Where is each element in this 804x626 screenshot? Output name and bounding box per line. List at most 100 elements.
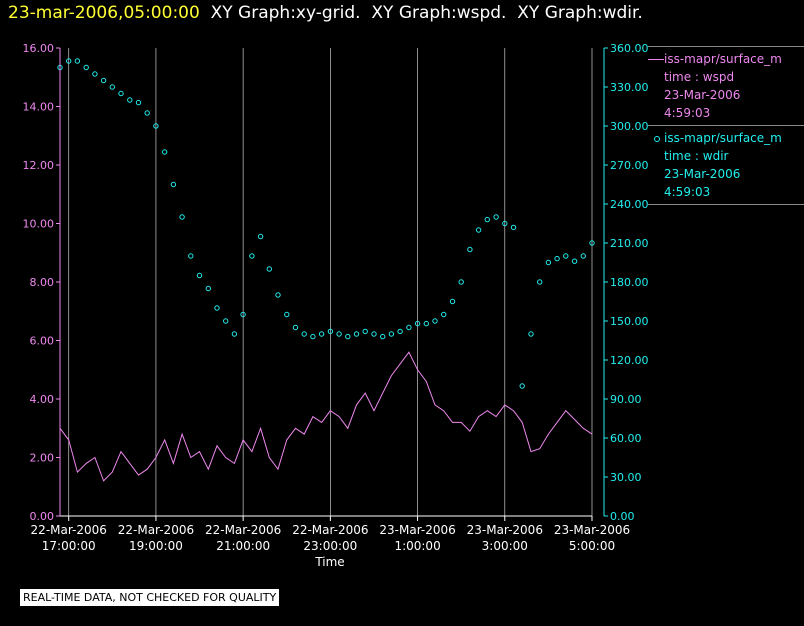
header-date: 23-mar-2006,05:00:00 xyxy=(8,3,200,23)
wdir-point xyxy=(223,318,229,324)
wdir-point xyxy=(475,227,482,233)
x-tick-label-date: 23-Mar-2006 xyxy=(467,523,543,537)
wdir-point xyxy=(345,333,351,340)
x-tick-label-time: 1:00:00 xyxy=(394,539,440,553)
left-tick-label: 8.00 xyxy=(30,276,55,289)
wdir-point xyxy=(571,258,578,264)
wdir-point xyxy=(318,331,325,337)
wdir-point xyxy=(414,320,421,327)
wdir-point xyxy=(441,311,447,318)
legend-series-name: iss-mapr/surface_m xyxy=(664,52,782,66)
x-tick-label-date: 22-Mar-2006 xyxy=(205,523,281,537)
wdir-point xyxy=(83,64,89,71)
wdir-point xyxy=(153,123,159,129)
right-tick-label: 240.00 xyxy=(610,198,649,211)
wdir-point xyxy=(580,253,586,259)
wdir-point xyxy=(554,255,560,262)
wdir-point xyxy=(66,58,72,64)
wdir-point xyxy=(162,149,168,155)
legend-series-time: 4:59:03 xyxy=(664,185,711,199)
wdir-point xyxy=(196,272,203,279)
legend-series-date: 23-Mar-2006 xyxy=(664,167,741,181)
left-tick-label: 2.00 xyxy=(30,452,55,465)
x-tick-label-time: 23:00:00 xyxy=(303,539,357,553)
wdir-point xyxy=(545,259,552,266)
wdir-point xyxy=(510,224,517,231)
wdir-point xyxy=(240,311,246,318)
wdir-point xyxy=(100,77,107,84)
wdir-point xyxy=(502,220,508,227)
wdir-point xyxy=(310,333,316,340)
wdir-point xyxy=(266,266,272,272)
wdir-point xyxy=(353,331,360,337)
left-tick-label: 16.00 xyxy=(23,42,55,55)
wdir-point xyxy=(458,279,464,285)
right-tick-label: 120.00 xyxy=(610,354,649,367)
wdir-point xyxy=(388,331,395,337)
legend-entry-wspd: iss-mapr/surface_m time : wspd 23-Mar-20… xyxy=(648,46,804,125)
wdir-point xyxy=(275,292,281,298)
right-tick-label: 210.00 xyxy=(610,237,649,250)
wdir-point xyxy=(371,331,377,337)
right-tick-label: 30.00 xyxy=(610,471,642,484)
wdir-point xyxy=(231,331,238,337)
right-tick-label: 270.00 xyxy=(610,159,649,172)
quality-note: REAL-TIME DATA, NOT CHECKED FOR QUALITY xyxy=(20,589,280,606)
wdir-point xyxy=(284,311,290,318)
wdir-point xyxy=(214,305,220,311)
wdir-point xyxy=(528,331,534,337)
wdir-point xyxy=(423,320,429,327)
wdir-point xyxy=(406,324,412,331)
right-tick-label: 90.00 xyxy=(610,393,642,406)
wdir-point xyxy=(144,110,150,116)
right-tick-label: 300.00 xyxy=(610,120,649,133)
x-tick-label-date: 22-Mar-2006 xyxy=(118,523,194,537)
legend-series-time: 4:59:03 xyxy=(664,106,711,120)
x-tick-label-time: 19:00:00 xyxy=(129,539,183,553)
axes: 22-Mar-2006 17:00:00 22-Mar-2006 19:00:00 22… xyxy=(23,42,649,553)
legend-series-name: iss-mapr/surface_m xyxy=(664,131,782,145)
right-tick-label: 60.00 xyxy=(610,432,642,445)
x-tick-label-time: 5:00:00 xyxy=(569,539,615,553)
x-tick-label-date: 22-Mar-2006 xyxy=(31,523,107,537)
x-tick-label-date: 23-Mar-2006 xyxy=(554,523,630,537)
wdir-point xyxy=(179,214,185,220)
left-tick-label: 10.00 xyxy=(23,218,55,231)
wdir-point xyxy=(449,298,456,305)
left-tick-label: 14.00 xyxy=(23,101,55,114)
wdir-point xyxy=(397,328,403,335)
wspd-series-line xyxy=(59,351,593,482)
wdir-point xyxy=(205,285,212,292)
wdir-point xyxy=(74,58,81,64)
wdir-point xyxy=(537,279,543,285)
wdir-point xyxy=(135,99,142,106)
wdir-point xyxy=(301,331,307,337)
wdir-point xyxy=(257,233,264,240)
wdir-point xyxy=(292,324,299,331)
right-tick-label: 360.00 xyxy=(610,42,649,55)
wdir-point xyxy=(336,331,342,337)
wdir-point xyxy=(327,328,334,335)
x-tick-label-time: 3:00:00 xyxy=(482,539,528,553)
wdir-point xyxy=(170,181,177,188)
wdir-point xyxy=(380,333,386,340)
wdir-point xyxy=(109,84,116,90)
page-header: 23-mar-2006,05:00:00 XY Graph:xy-grid. X… xyxy=(8,0,643,26)
wdir-point xyxy=(493,214,499,220)
wdir-point xyxy=(92,71,98,77)
legend-entry-wdir: iss-mapr/surface_m time : wdir 23-Mar-20… xyxy=(648,125,804,205)
wdir-point xyxy=(432,318,438,324)
right-tick-label: 180.00 xyxy=(610,276,649,289)
wdir-series xyxy=(57,58,595,389)
left-tick-label: 0.00 xyxy=(30,510,55,523)
right-tick-label: 0.00 xyxy=(610,510,635,523)
left-tick-label: 6.00 xyxy=(30,335,55,348)
wdir-point xyxy=(188,253,194,259)
wdir-point xyxy=(519,383,525,389)
wdir-point xyxy=(249,253,255,259)
legend-series-var: time : wdir xyxy=(664,149,729,163)
circle-swatch-icon xyxy=(654,135,660,142)
right-tick-label: 330.00 xyxy=(610,81,649,94)
legend-series-var: time : wspd xyxy=(664,70,735,84)
x-tick-label-date: 22-Mar-2006 xyxy=(292,523,368,537)
